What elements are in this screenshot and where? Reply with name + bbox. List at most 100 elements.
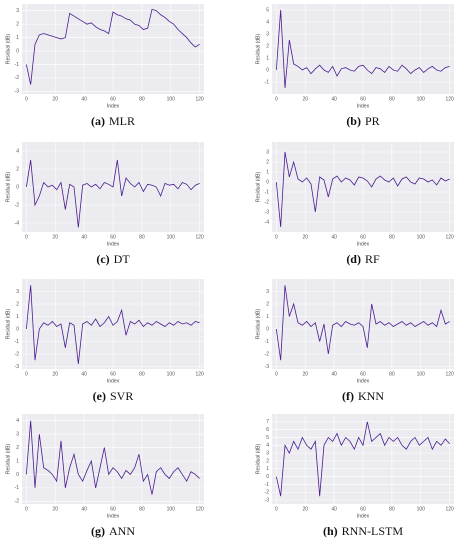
- x-tick-label: 100: [417, 96, 426, 102]
- y-tick-label: -2: [15, 75, 20, 81]
- y-tick-label: 2: [266, 159, 269, 165]
- x-tick-label: 0: [25, 234, 28, 240]
- x-tick-label: 80: [389, 506, 395, 512]
- caption-name: KNN: [358, 389, 384, 403]
- y-tick-label: 3: [16, 289, 19, 295]
- x-axis-label: Index: [107, 378, 120, 384]
- caption-label: (c): [96, 252, 109, 266]
- caption: (e) SVR: [93, 389, 134, 403]
- caption-label: (b): [346, 114, 361, 128]
- data-line: [25, 8, 200, 85]
- x-tick-label: 20: [52, 96, 58, 102]
- x-axis-label: Index: [357, 241, 370, 247]
- y-tick-label: 3: [266, 289, 269, 295]
- y-tick-label: -2: [265, 199, 270, 205]
- y-axis-label: Residual (dB): [5, 309, 11, 340]
- y-tick-label: 3: [16, 8, 19, 14]
- y-tick-label: 0: [16, 184, 19, 190]
- y-axis-label: Residual (dB): [255, 172, 261, 203]
- y-tick-label: 3: [266, 149, 269, 155]
- x-tick-label: 100: [167, 371, 176, 377]
- y-axis-label: Residual (dB): [255, 309, 261, 340]
- y-tick-label: -2: [265, 490, 270, 496]
- data-line: [25, 420, 200, 495]
- y-axis-label: Residual (dB): [255, 34, 261, 65]
- y-tick-label: -4: [265, 219, 270, 225]
- x-tick-label: 20: [302, 371, 308, 377]
- y-tick-label: 1: [266, 466, 269, 472]
- y-tick-label: -1: [15, 339, 20, 345]
- y-tick-label: 0: [266, 474, 269, 480]
- x-tick-label: 100: [167, 234, 176, 240]
- x-tick-label: 0: [275, 371, 278, 377]
- caption: (g) ANN: [91, 524, 135, 538]
- y-tick-label: 4: [266, 19, 269, 25]
- y-tick-label: -2: [15, 351, 20, 357]
- x-tick-label: 100: [167, 506, 176, 512]
- x-tick-label: 120: [195, 96, 204, 102]
- y-tick-label: 0: [266, 67, 269, 73]
- y-tick-label: -3: [15, 364, 20, 370]
- x-tick-label: 80: [139, 371, 145, 377]
- x-tick-label: 40: [331, 96, 337, 102]
- y-tick-label: 4: [16, 148, 19, 154]
- y-axis-label: Residual (dB): [5, 444, 11, 475]
- x-tick-label: 120: [195, 371, 204, 377]
- y-tick-label: 5: [266, 7, 269, 13]
- y-tick-label: -1: [15, 62, 20, 68]
- caption: (h) RNN-LSTM: [323, 524, 403, 538]
- x-tick-label: 0: [25, 371, 28, 377]
- y-tick-label: 4: [266, 443, 269, 449]
- y-tick-label: -2: [15, 499, 20, 505]
- x-tick-label: 120: [445, 371, 454, 377]
- x-tick-label: 80: [139, 506, 145, 512]
- x-tick-label: 60: [360, 506, 366, 512]
- x-tick-label: 40: [331, 506, 337, 512]
- caption-name: RNN-LSTM: [342, 524, 404, 538]
- y-tick-label: 1: [266, 314, 269, 320]
- y-tick-label: 3: [16, 431, 19, 437]
- y-tick-label: 3: [266, 31, 269, 37]
- x-tick-label: 40: [331, 234, 337, 240]
- x-axis-label: Index: [357, 378, 370, 384]
- data-line: [275, 285, 450, 361]
- x-tick-label: 100: [417, 234, 426, 240]
- y-tick-label: -3: [265, 497, 270, 503]
- x-tick-label: 60: [360, 96, 366, 102]
- x-tick-label: 60: [360, 371, 366, 377]
- x-tick-label: 60: [110, 371, 116, 377]
- caption-label: (g): [91, 524, 105, 538]
- x-tick-label: 20: [302, 234, 308, 240]
- y-tick-label: -1: [265, 339, 270, 345]
- y-tick-label: 1: [266, 55, 269, 61]
- x-tick-label: 0: [275, 506, 278, 512]
- caption-label: (f): [342, 389, 354, 403]
- y-tick-label: 2: [266, 43, 269, 49]
- caption: (d) RF: [346, 252, 380, 266]
- x-axis-label: Index: [357, 513, 370, 519]
- x-tick-label: 120: [195, 234, 204, 240]
- x-tick-label: 100: [167, 96, 176, 102]
- x-tick-label: 80: [389, 371, 395, 377]
- y-tick-label: -2: [15, 202, 20, 208]
- x-tick-label: 20: [52, 234, 58, 240]
- y-tick-label: 2: [16, 166, 19, 172]
- x-tick-label: 60: [360, 234, 366, 240]
- x-axis-label: Index: [107, 241, 120, 247]
- x-tick-label: 120: [195, 506, 204, 512]
- caption-name: RF: [365, 252, 380, 266]
- y-tick-label: -1: [265, 482, 270, 488]
- y-tick-label: 2: [266, 301, 269, 307]
- caption-label: (a): [91, 114, 105, 128]
- x-tick-label: 20: [52, 506, 58, 512]
- x-tick-label: 40: [81, 506, 87, 512]
- caption: (c) DT: [96, 252, 130, 266]
- y-tick-label: -1: [15, 485, 20, 491]
- y-tick-label: 3: [266, 450, 269, 456]
- x-tick-label: 100: [417, 371, 426, 377]
- x-tick-label: 100: [417, 506, 426, 512]
- y-tick-label: 0: [16, 472, 19, 478]
- y-axis-label: Residual (dB): [5, 172, 11, 203]
- y-tick-label: 1: [266, 169, 269, 175]
- x-tick-label: 0: [275, 234, 278, 240]
